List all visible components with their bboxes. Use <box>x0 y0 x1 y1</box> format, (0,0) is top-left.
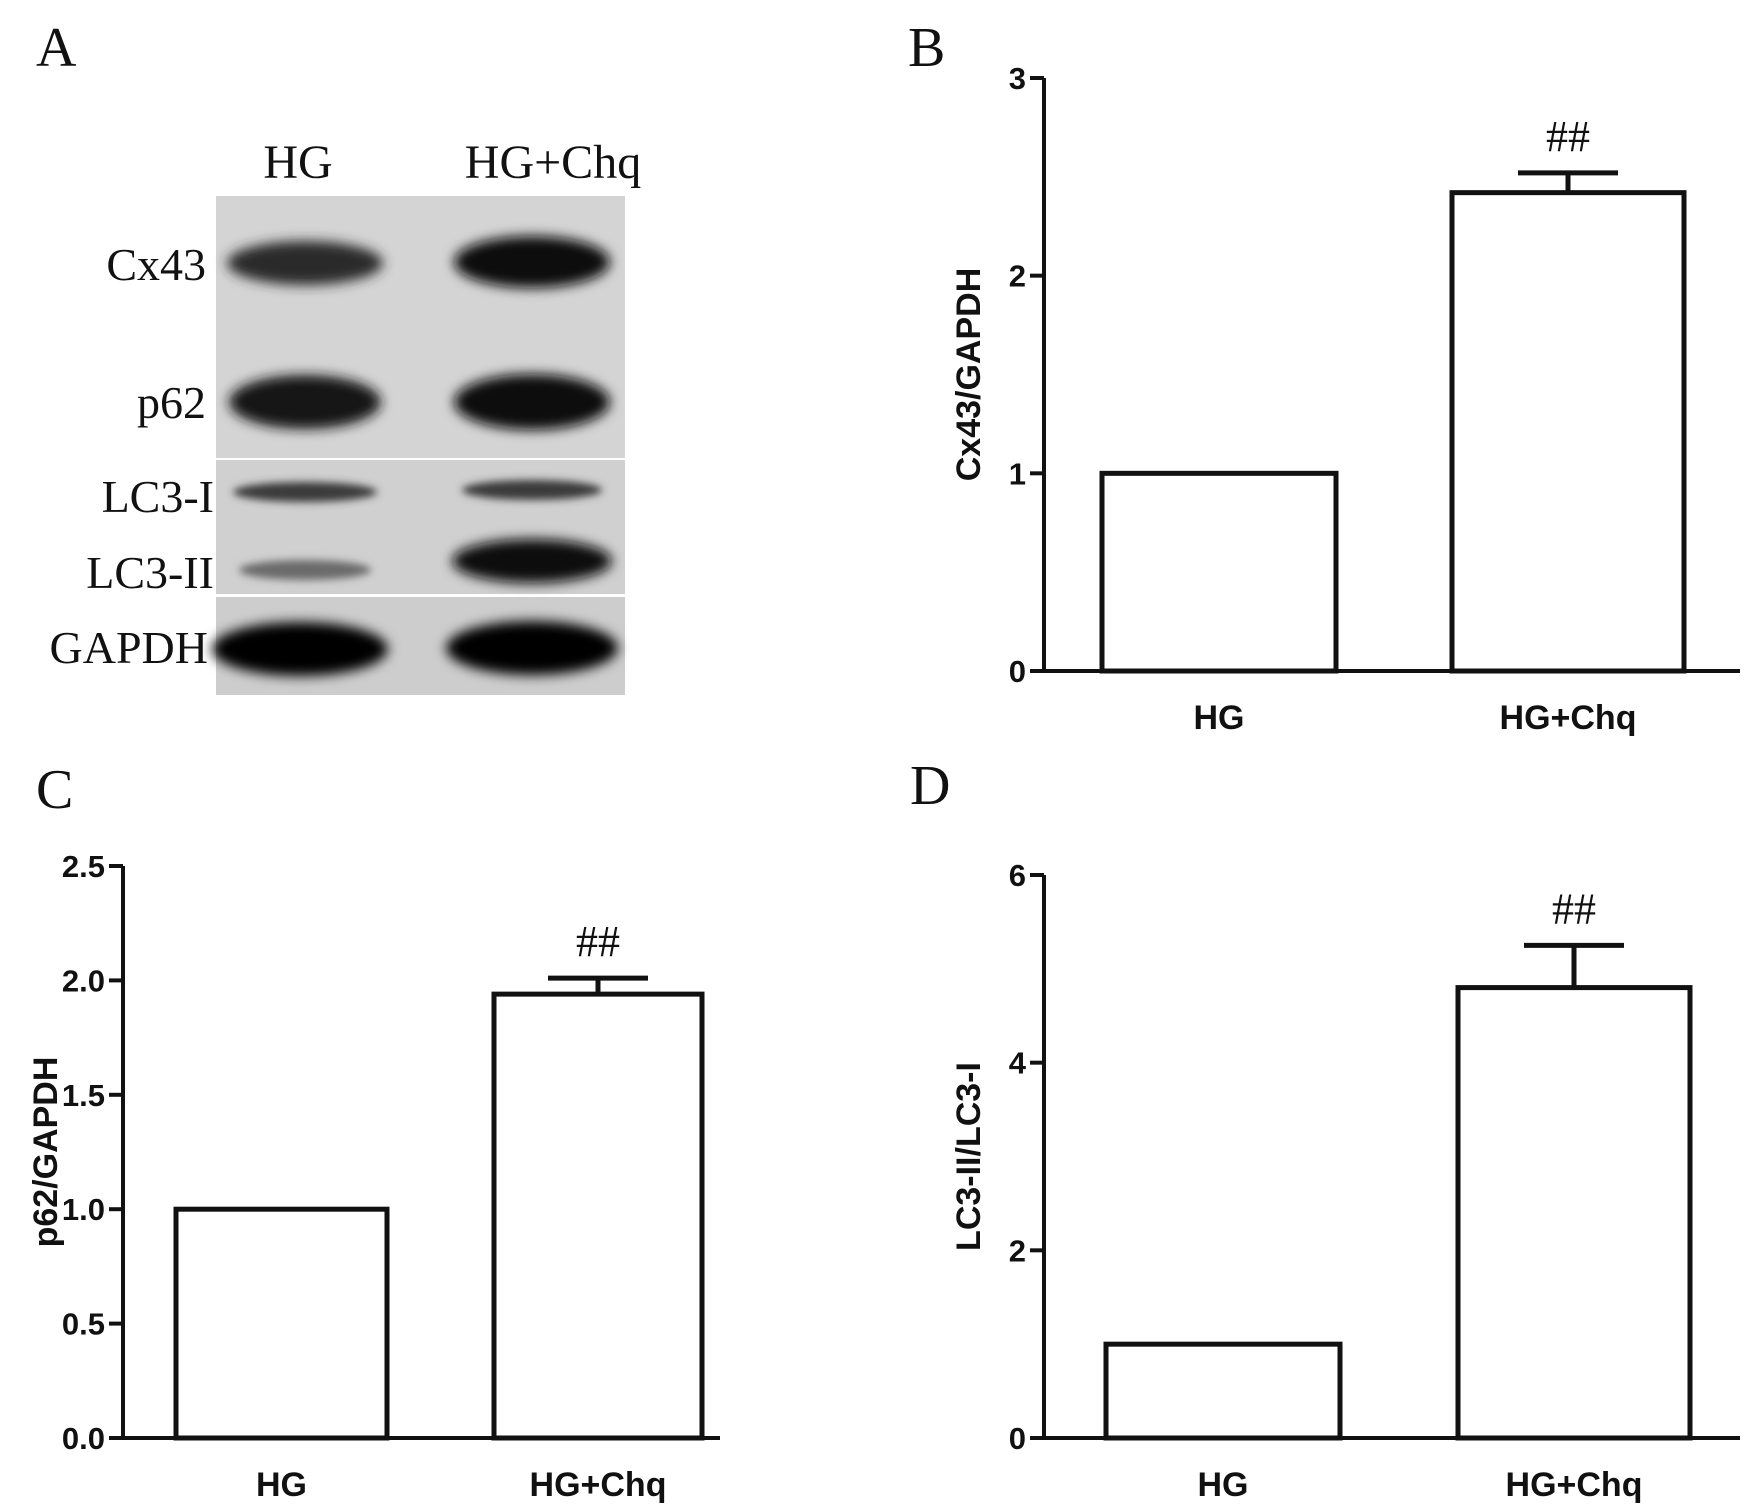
chart-c-y-axis-label: p62/GAPDH <box>27 1057 65 1248</box>
blot-row-label-p62: p62 <box>137 377 206 428</box>
chart-b-y-tick-label: 1 <box>1009 456 1026 491</box>
blot-row-label-lc3-i: LC3-I <box>102 471 214 522</box>
blot-row-label-gapdh: GAPDH <box>50 622 208 673</box>
blot-row-label-lc3-ii: LC3-II <box>86 547 214 598</box>
chart-d-significance-label: ## <box>1552 884 1596 933</box>
chart-b-category-label: HG+Chq <box>1500 699 1637 737</box>
chart-d-y-tick-label: 2 <box>1009 1233 1026 1268</box>
blot-row-label-cx43: Cx43 <box>106 239 206 290</box>
chart-d-bar-hg-chq <box>1455 985 1693 1441</box>
chart-c-y-tick-label: 0.0 <box>62 1421 105 1456</box>
chart-b-cx43: 0 1 2 3 Cx43/GAPDH HG ## HG+Chq <box>950 61 1740 737</box>
chart-d-category-label: HG <box>1198 1466 1249 1504</box>
chart-c-category-label: HG <box>256 1466 307 1504</box>
chart-d-y-tick-label: 6 <box>1009 858 1026 893</box>
panel-d-letter: D <box>910 755 950 817</box>
blot-column-label-hg: HG <box>263 136 332 189</box>
chart-b-bar-hg <box>1099 470 1339 674</box>
chart-c-y-tick-label: 0.5 <box>62 1307 105 1342</box>
chart-b-y-tick-label: 3 <box>1009 61 1026 96</box>
chart-b-y-axis-label: Cx43/GAPDH <box>950 268 988 482</box>
chart-c-y-tick-label: 1.5 <box>62 1078 105 1113</box>
chart-d-y-axis-label: LC3-II/LC3-I <box>950 1062 988 1251</box>
chart-c-y-tick-label: 2.5 <box>62 849 105 884</box>
chart-c-bar-hg <box>173 1206 390 1441</box>
chart-c-significance-label: ## <box>576 917 620 966</box>
blot-image <box>212 196 625 695</box>
panel-c-letter: C <box>36 759 73 821</box>
panel-b-letter: B <box>908 17 945 79</box>
chart-d-lc3: 0 2 4 6 LC3-II/LC3-I HG ## HG+Chq <box>950 858 1740 1504</box>
chart-b-significance-label: ## <box>1546 112 1590 161</box>
blot-column-label-hg-chq: HG+Chq <box>465 136 641 189</box>
chart-b-y-tick-label: 2 <box>1009 259 1026 294</box>
chart-d-category-label: HG+Chq <box>1506 1466 1643 1504</box>
chart-b-category-label: HG <box>1194 699 1245 737</box>
chart-c-p62: 0.0 0.5 1.0 1.5 2.0 2.5 p62/GAPDH HG ## HG+Chq <box>27 849 720 1504</box>
chart-b-y-tick-label: 0 <box>1009 654 1026 689</box>
panel-a-letter: A <box>36 17 77 79</box>
chart-d-y-tick-label: 4 <box>1009 1046 1027 1081</box>
chart-d-y-tick-label: 0 <box>1009 1421 1026 1456</box>
chart-d-bar-hg <box>1103 1341 1343 1441</box>
chart-b-bar-hg-chq <box>1449 190 1687 674</box>
chart-c-y-tick-label: 1.0 <box>62 1192 105 1227</box>
panel-a: A HG HG+Chq Cx43 p62 LC3-I LC3-II <box>36 17 641 695</box>
chart-c-category-label: HG+Chq <box>530 1466 667 1504</box>
chart-c-y-tick-label: 2.0 <box>62 963 105 998</box>
chart-c-bar-hg-chq <box>491 991 705 1441</box>
